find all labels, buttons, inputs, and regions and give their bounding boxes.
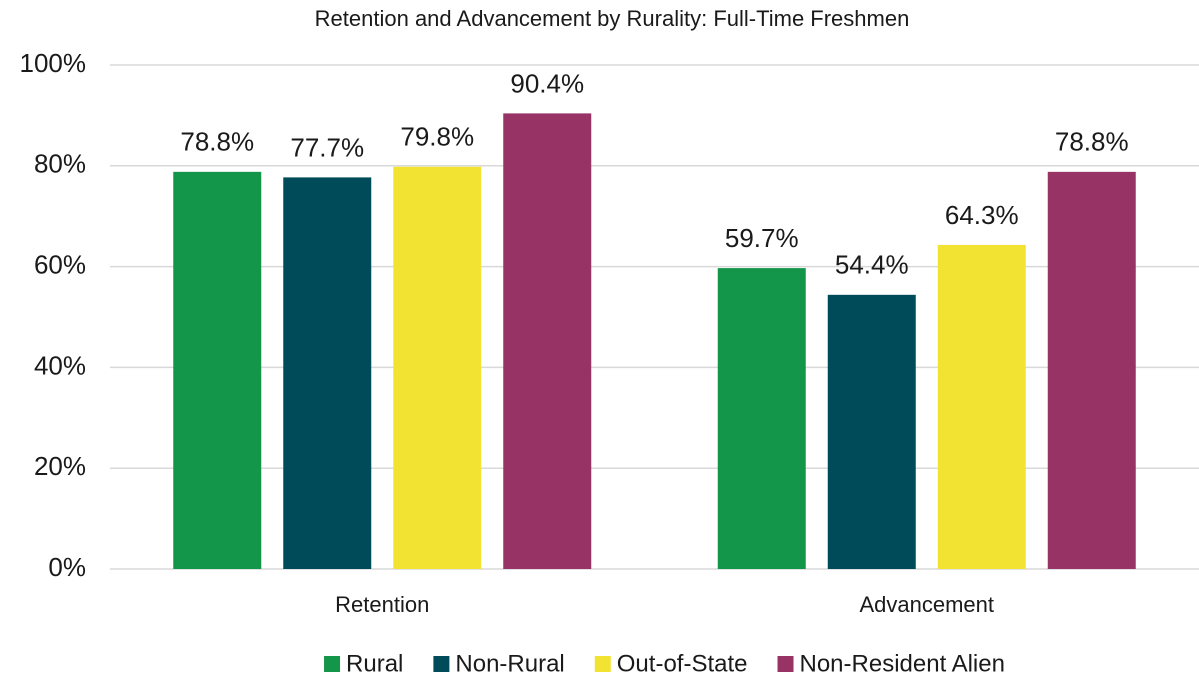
data-label: 54.4% (835, 250, 909, 280)
data-label: 77.7% (290, 132, 364, 162)
bar (827, 294, 916, 569)
y-tick-label: 20% (34, 451, 86, 481)
chart-title: Retention and Advancement by Rurality: F… (315, 6, 910, 31)
x-tick-label: Advancement (859, 592, 994, 617)
legend-label: Out-of-State (617, 650, 748, 677)
y-tick-label: 0% (48, 552, 86, 582)
bar (283, 177, 372, 569)
y-tick-label: 60% (34, 249, 86, 279)
legend-swatch (324, 656, 341, 672)
legend-swatch (777, 656, 794, 672)
bar (1047, 171, 1136, 569)
data-label: 79.8% (400, 122, 474, 152)
legend-label: Non-Rural (455, 650, 564, 677)
bar (393, 166, 482, 570)
data-label: 64.3% (945, 200, 1019, 230)
bar (173, 171, 262, 569)
y-tick-label: 40% (34, 350, 86, 380)
data-label: 78.8% (1055, 127, 1129, 157)
bar (937, 244, 1026, 570)
legend-label: Non-Resident Alien (800, 650, 1005, 677)
legend-swatch (594, 656, 611, 672)
legend-swatch (433, 656, 450, 672)
y-tick-label: 100% (20, 48, 87, 78)
x-tick-label: Retention (335, 592, 429, 617)
y-tick-label: 80% (34, 149, 86, 179)
bar (717, 268, 806, 569)
data-label: 78.8% (180, 127, 254, 157)
data-label: 90.4% (510, 68, 584, 98)
bar (503, 113, 592, 569)
data-label: 59.7% (725, 223, 799, 253)
legend-label: Rural (346, 650, 403, 677)
